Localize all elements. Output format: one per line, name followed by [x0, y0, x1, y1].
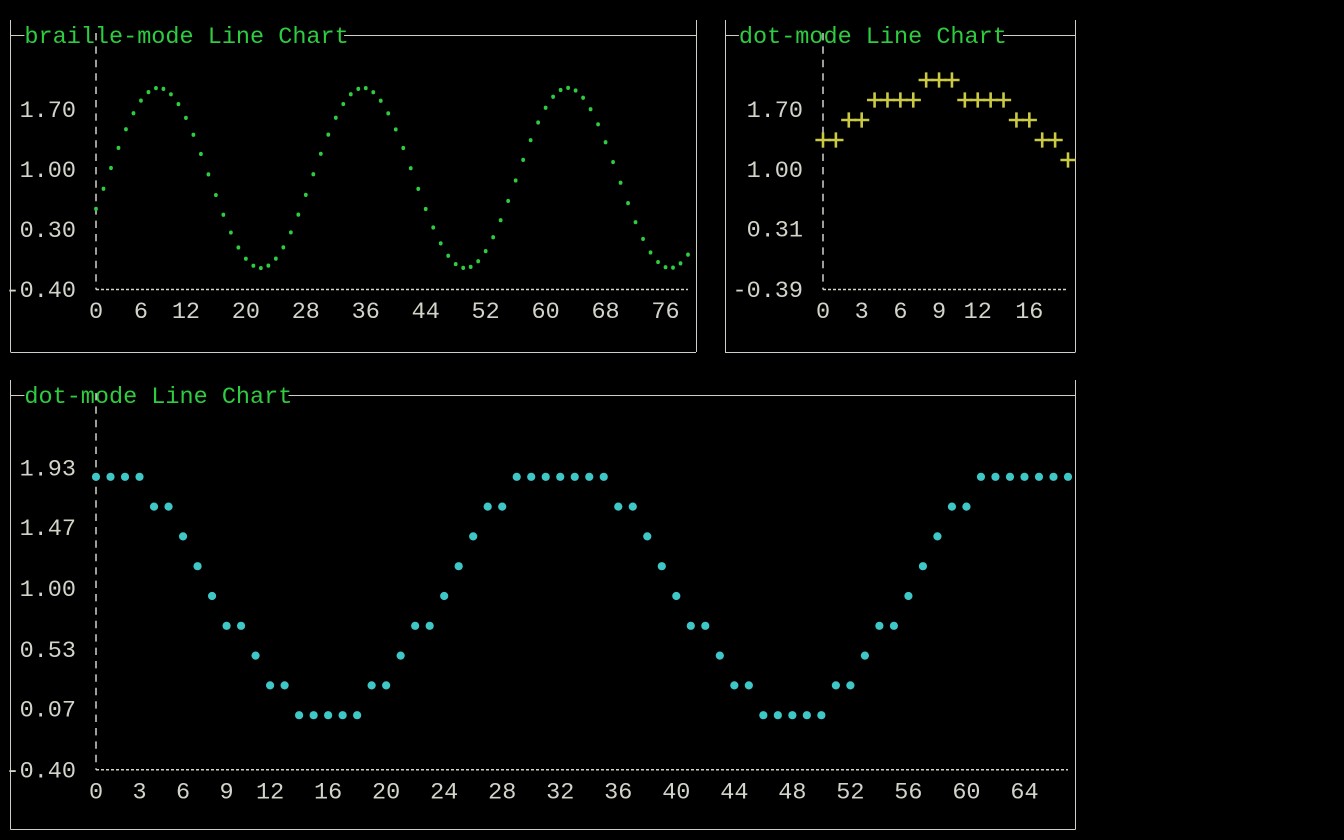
svg-text:-0.40: -0.40	[5, 278, 76, 305]
svg-text:3: 3	[132, 779, 146, 806]
svg-text:52: 52	[472, 299, 500, 326]
svg-text:24: 24	[430, 779, 458, 806]
svg-text:76: 76	[651, 299, 679, 326]
svg-text:6: 6	[176, 779, 190, 806]
svg-text:0.53: 0.53	[20, 638, 76, 665]
svg-text:40: 40	[662, 779, 690, 806]
svg-text:0.30: 0.30	[20, 218, 76, 245]
svg-text:64: 64	[1010, 779, 1038, 806]
svg-text:32: 32	[546, 779, 574, 806]
svg-text:0: 0	[816, 299, 830, 326]
svg-text:60: 60	[952, 779, 980, 806]
svg-text:0.31: 0.31	[747, 218, 803, 245]
svg-text:9: 9	[932, 299, 946, 326]
svg-text:1.00: 1.00	[20, 158, 76, 185]
svg-text:1.47: 1.47	[20, 516, 76, 543]
svg-text:56: 56	[894, 779, 922, 806]
svg-text:60: 60	[532, 299, 560, 326]
svg-text:16: 16	[1015, 299, 1043, 326]
svg-text:1.00: 1.00	[20, 577, 76, 604]
svg-text:0.07: 0.07	[20, 697, 76, 724]
svg-text:12: 12	[964, 299, 992, 326]
svg-text:0: 0	[89, 299, 103, 326]
svg-text:68: 68	[591, 299, 619, 326]
svg-text:20: 20	[232, 299, 260, 326]
svg-text:1.70: 1.70	[20, 98, 76, 125]
svg-text:52: 52	[836, 779, 864, 806]
svg-text:44: 44	[720, 779, 748, 806]
svg-text:6: 6	[893, 299, 907, 326]
svg-text:12: 12	[172, 299, 200, 326]
svg-text:1.00: 1.00	[747, 158, 803, 185]
svg-text:1.93: 1.93	[20, 456, 76, 483]
svg-text:0: 0	[89, 779, 103, 806]
svg-text:9: 9	[220, 779, 234, 806]
svg-text:3: 3	[855, 299, 869, 326]
svg-text:20: 20	[372, 779, 400, 806]
svg-text:6: 6	[134, 299, 148, 326]
svg-text:16: 16	[314, 779, 342, 806]
svg-text:12: 12	[256, 779, 284, 806]
svg-text:braille-mode Line Chart: braille-mode Line Chart	[24, 24, 348, 51]
svg-text:1.70: 1.70	[747, 98, 803, 125]
svg-text:36: 36	[352, 299, 380, 326]
svg-text:-0.40: -0.40	[5, 758, 76, 785]
svg-text:-0.39: -0.39	[732, 278, 803, 305]
svg-text:dot-mode Line Chart: dot-mode Line Chart	[24, 384, 292, 411]
svg-text:28: 28	[292, 299, 320, 326]
svg-text:44: 44	[412, 299, 440, 326]
svg-text:36: 36	[604, 779, 632, 806]
svg-text:dot-mode Line Chart: dot-mode Line Chart	[739, 24, 1007, 51]
svg-text:48: 48	[778, 779, 806, 806]
svg-text:28: 28	[488, 779, 516, 806]
